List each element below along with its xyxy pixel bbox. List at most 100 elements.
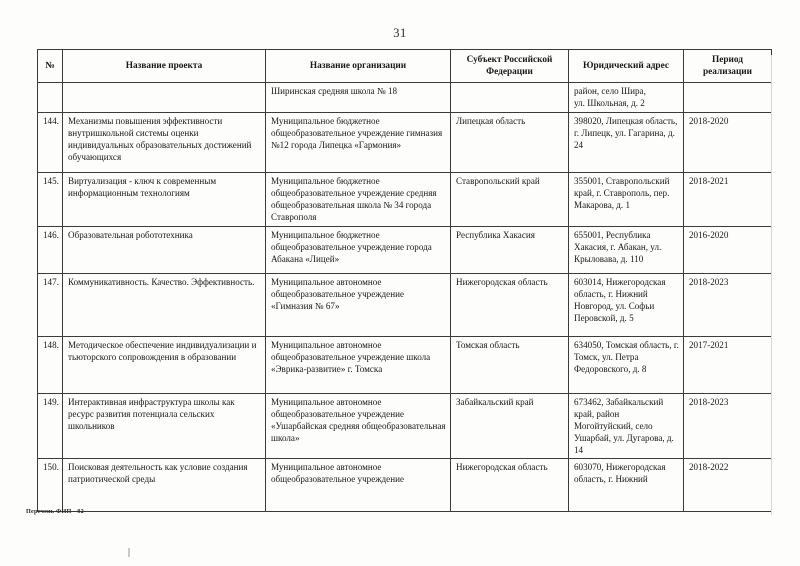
cell-period-text: 2016-2020 [689,229,729,240]
cell-number: 146. [37,225,63,274]
table-header-row: № Название проекта Название организации … [37,48,772,84]
cell-organization-name-text: Муниципальное бюджетное общеобразователь… [271,229,432,264]
cell-project-name-text: Интерактивная инфраструктура школы как р… [68,396,235,431]
cell-period: 2018-2023 [683,392,772,460]
table-row: 146. Образовательная робототехника Муницип… [37,225,772,274]
table-row: 149. Интерактивная инфраструктура школы к… [37,392,772,460]
cell-organization-name: Муниципальное бюджетное общеобразователь… [265,172,451,227]
cell-subject: Нижегородская область [450,458,569,512]
cell-number: 145. [37,172,63,227]
cell-organization-name-text: Муниципальное автономное общеобразовател… [271,276,404,311]
cell-legal-address: 355001, Ставропольский край, г. Ставропо… [568,172,684,227]
cell-legal-address: 673462, Забайкальский край, район Могойт… [568,392,684,460]
cell-subject [450,82,569,114]
cell-project-name [62,82,266,114]
cell-project-name: Поисковая деятельность как условие созда… [62,458,266,512]
cell-legal-address-text: 603070, Нижегородская область, г. Нижний [574,462,666,485]
cell-period-text: 2018-2022 [689,462,729,472]
cell-organization-name: Муниципальное автономное общеобразовател… [265,392,451,460]
column-header-organization-name: Название организации [265,48,451,84]
footer-note: Перечень ФИП - 02 [26,508,84,515]
cell-subject-text: Ставропольский край [456,176,540,187]
cell-period [683,82,772,114]
cell-period-text: 2018-2021 [689,176,729,187]
cell-subject: Ставропольский край [450,172,569,227]
table-row: Ширинская средняя школа № 18 район, село … [37,82,772,114]
cell-period: 2018-2023 [683,272,772,337]
cell-subject-text: Липецкая область [456,116,526,127]
cell-period-text: 2018-2023 [689,396,729,407]
cell-subject-text: Забайкальский край [456,396,534,407]
cell-organization-name: Муниципальное автономное общеобразовател… [265,335,451,394]
projects-table-container: № Название проекта Название организации … [37,48,772,512]
cell-project-name: Методическое обеспечение индивидуализаци… [62,335,266,394]
cell-period: 2016-2020 [683,225,772,274]
table-row: 144. Механизмы повышения эффективности вн… [37,112,772,174]
cell-legal-address: 398020, Липецкая область, г. Липецк, ул.… [568,112,684,174]
cell-subject: Нижегородская область [450,272,569,337]
cell-organization-name-text: Муниципальное бюджетное общеобразователь… [271,176,437,223]
cell-number-text: 149. [43,396,59,407]
table-row: 148. Методическое обеспечение индивидуали… [37,335,772,394]
cell-organization-name-text: Муниципальное автономное общеобразовател… [271,462,404,485]
cell-subject-text: Нижегородская область [456,276,548,287]
cell-legal-address: район, село Шира, ул. Школьная, д. 2 [568,82,684,114]
cell-period: 2018-2020 [683,112,772,174]
cell-organization-name: Муниципальное бюджетное общеобразователь… [265,112,451,174]
cell-legal-address: 603014, Нижегородская область, г. Нижний… [568,272,684,337]
cell-organization-name-text: Ширинская средняя школа № 18 [271,86,398,97]
cell-period-text: 2018-2023 [689,276,729,287]
table-row: 147. Коммуникативность. Качество. Эффекти… [37,272,772,337]
cell-legal-address-text: 398020, Липецкая область, г. Липецк, ул.… [574,116,678,151]
cell-number-text: 150. [43,462,59,472]
cell-project-name-text: Механизмы повышения эффективности внутри… [68,116,252,163]
cell-legal-address-text: 655001, Республика Хакасия, г. Абакан, у… [574,229,662,264]
cell-organization-name: Ширинская средняя школа № 18 [265,82,451,114]
cell-number: 150. [37,458,63,512]
scan-artifact-mark [128,548,130,557]
cell-subject: Забайкальский край [450,392,569,460]
cell-organization-name: Муниципальное автономное общеобразовател… [265,272,451,337]
cell-subject-text: Нижегородская область [456,462,548,472]
cell-project-name-text: Методическое обеспечение индивидуализаци… [68,339,257,362]
cell-legal-address: 655001, Республика Хакасия, г. Абакан, у… [568,225,684,274]
cell-project-name-text: Виртуализация - ключ к современным инфор… [68,176,217,199]
cell-period: 2018-2022 [683,458,772,512]
cell-subject: Липецкая область [450,112,569,174]
cell-number: 147. [37,272,63,337]
cell-number-text: 146. [43,229,59,240]
cell-project-name: Коммуникативность. Качество. Эффективнос… [62,272,266,337]
cell-number-text: 147. [43,276,59,287]
page-number: 31 [393,26,407,40]
cell-organization-name-text: Муниципальное автономное общеобразовател… [271,339,431,374]
cell-subject: Томская область [450,335,569,394]
cell-period: 2017-2021 [683,335,772,394]
column-header-project-name: Название проекта [62,48,266,84]
cell-organization-name: Муниципальное бюджетное общеобразователь… [265,225,451,274]
projects-table: № Название проекта Название организации … [37,48,772,512]
cell-organization-name: Муниципальное автономное общеобразовател… [265,458,451,512]
cell-number-text: 145. [43,176,59,187]
table-header: № Название проекта Название организации … [37,48,772,84]
column-header-legal-address: Юридический адрес [568,48,684,84]
column-header-period: Период реализации [683,48,772,84]
table-body: Ширинская средняя школа № 18 район, село … [37,82,772,512]
cell-number-text: 148. [43,339,59,350]
cell-legal-address-text: 634050, Томская область, г. Томск, ул. П… [574,339,679,374]
scan-edge-artifact [771,55,772,515]
cell-legal-address-text: 603014, Нижегородская область, г. Нижний… [574,276,666,323]
cell-legal-address-text: район, село Шира, ул. Школьная, д. 2 [574,86,646,109]
table-row: 150. Поисковая деятельность как условие с… [37,458,772,512]
cell-number-text: 144. [43,116,59,127]
cell-project-name-text: Коммуникативность. Качество. Эффективнос… [68,276,255,287]
cell-period-text: 2017-2021 [689,339,729,350]
cell-legal-address-text: 673462, Забайкальский край, район Могойт… [574,396,674,455]
cell-project-name: Механизмы повышения эффективности внутри… [62,112,266,174]
cell-subject-text: Республика Хакасия [456,229,535,240]
cell-legal-address: 634050, Томская область, г. Томск, ул. П… [568,335,684,394]
cell-organization-name-text: Муниципальное бюджетное общеобразователь… [271,116,443,151]
cell-project-name-text: Поисковая деятельность как условие созда… [68,462,248,485]
cell-subject: Республика Хакасия [450,225,569,274]
cell-legal-address-text: 355001, Ставропольский край, г. Ставропо… [574,176,670,211]
